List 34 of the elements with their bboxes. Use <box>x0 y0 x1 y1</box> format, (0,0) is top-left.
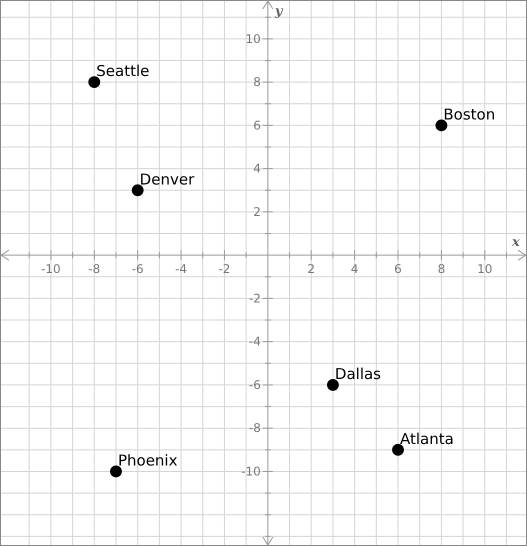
point <box>435 119 448 132</box>
x-tick-label: -8 <box>88 262 100 276</box>
annotation: Phoenix <box>118 451 178 470</box>
x-tick-label: 8 <box>438 262 446 276</box>
y-tick-label: -6 <box>248 378 261 392</box>
annotation: Seattle <box>96 62 150 80</box>
annotation: Atlanta <box>400 430 454 448</box>
y-tick-label: 2 <box>253 204 261 219</box>
point <box>327 379 339 391</box>
y-tick-label: 6 <box>253 118 261 132</box>
annotation: Dallas <box>334 364 382 383</box>
x-tick-label: -6 <box>132 262 144 276</box>
x-tick-label: -10 <box>41 262 61 276</box>
x-tick-label: -2 <box>218 262 230 276</box>
y-tick-label: -10 <box>241 464 261 478</box>
x-tick-label: 4 <box>350 262 358 276</box>
point <box>392 444 404 456</box>
y-tick-label: -8 <box>248 421 261 436</box>
x-axis-title: x <box>511 235 520 250</box>
x-tick-label: 6 <box>394 262 402 276</box>
x-tick-label: 10 <box>477 262 492 276</box>
y-tick-label: 8 <box>253 75 261 90</box>
annotation: Denver <box>140 170 196 188</box>
x-tick-label: -4 <box>175 262 188 276</box>
y-tick-label: -4 <box>248 334 261 349</box>
x-tick-label: 2 <box>307 262 316 276</box>
point <box>132 184 144 196</box>
point <box>88 76 100 88</box>
y-tick-label: -2 <box>248 291 261 306</box>
point <box>110 466 122 478</box>
y-tick-label: 4 <box>253 162 261 176</box>
annotation: Boston <box>443 105 496 124</box>
y-tick-label: 10 <box>246 32 261 46</box>
y-axis-title: y <box>274 4 284 19</box>
